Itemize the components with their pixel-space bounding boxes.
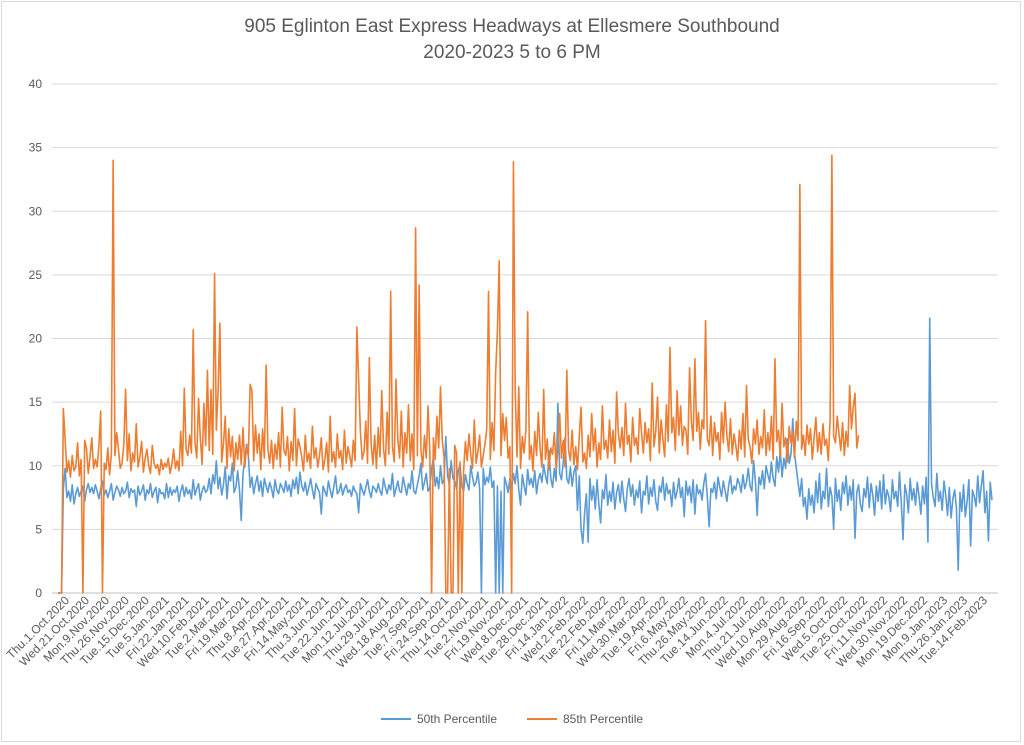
y-tick-label: 35 bbox=[29, 141, 43, 155]
y-tick-label: 5 bbox=[35, 522, 42, 536]
legend-label-50th: 50th Percentile bbox=[416, 712, 497, 726]
legend-item-50th: 50th Percentile bbox=[380, 712, 497, 726]
y-tick-label: 0 bbox=[35, 586, 42, 600]
y-axis-ticks: 0 5 10 15 20 25 30 35 40 bbox=[29, 77, 43, 600]
chart-title-block: 905 Eglinton East Express Headways at El… bbox=[0, 14, 1024, 66]
legend-label-85th: 85th Percentile bbox=[563, 712, 644, 726]
legend-swatch-85th bbox=[527, 718, 557, 720]
series-lines bbox=[58, 154, 993, 594]
series-line-50th-percentile bbox=[58, 317, 993, 594]
y-tick-label: 10 bbox=[29, 459, 43, 473]
legend-swatch-50th bbox=[380, 718, 411, 720]
y-tick-label: 20 bbox=[29, 332, 43, 346]
y-tick-label: 25 bbox=[29, 268, 43, 282]
chart-subtitle: 2020-2023 5 to 6 PM bbox=[423, 42, 601, 63]
series-line-85th-percentile bbox=[58, 154, 860, 594]
legend: 50th Percentile 85th Percentile bbox=[0, 712, 1024, 726]
gridlines bbox=[52, 83, 998, 594]
x-axis-ticks: Thu.1.Oct.2020Wed.21.Oct.2020Mon.9.Nov.2… bbox=[4, 593, 991, 671]
y-tick-label: 15 bbox=[29, 395, 43, 409]
legend-item-85th: 85th Percentile bbox=[527, 712, 643, 726]
y-tick-label: 40 bbox=[29, 77, 43, 91]
chart-title: 905 Eglinton East Express Headways at El… bbox=[244, 16, 780, 37]
y-tick-label: 30 bbox=[29, 204, 43, 218]
